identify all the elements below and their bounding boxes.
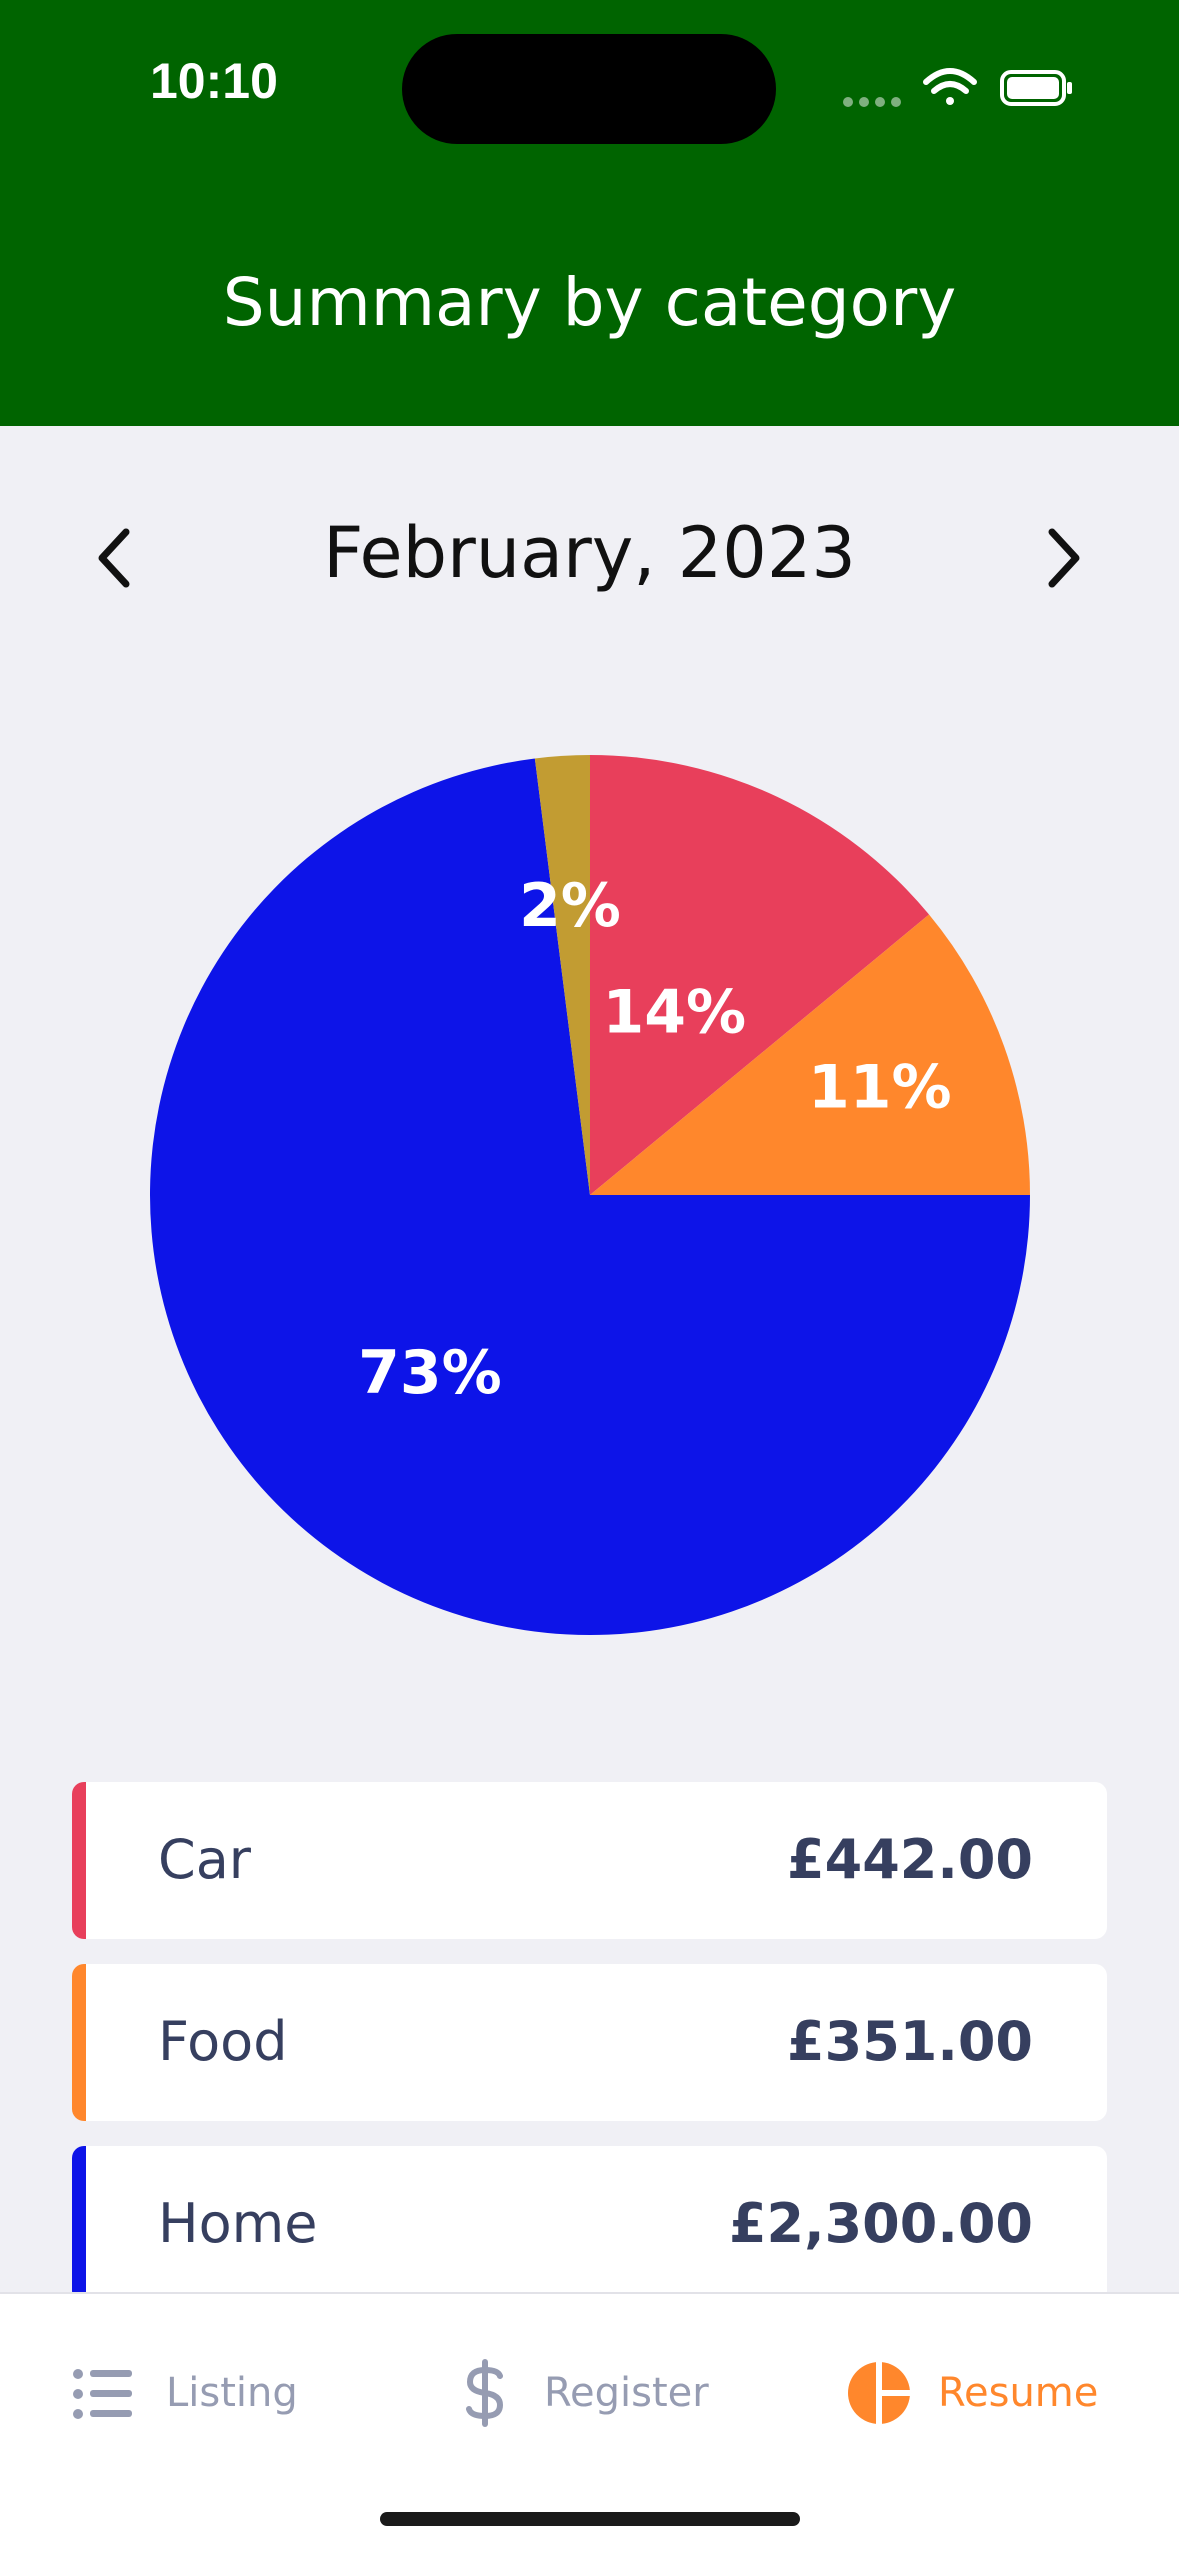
pie-chart-icon bbox=[848, 2362, 910, 2424]
category-card: Food £351.00 bbox=[72, 1964, 1107, 2121]
category-name: Home bbox=[158, 2192, 318, 2255]
category-list: Car £442.00 Food £351.00 Home £2,300.00 bbox=[72, 1782, 1107, 2328]
pie-slice-label: 2% bbox=[519, 871, 621, 941]
pie-slice-label: 11% bbox=[808, 1052, 952, 1122]
chevron-right-icon[interactable] bbox=[1022, 518, 1102, 598]
dynamic-island bbox=[402, 34, 776, 144]
tab-resume[interactable]: Resume bbox=[844, 2352, 1104, 2432]
dollar-icon bbox=[466, 2359, 504, 2427]
pie-slice bbox=[149, 758, 1030, 1635]
home-indicator bbox=[380, 2512, 800, 2526]
chevron-left-icon[interactable] bbox=[76, 518, 156, 598]
tab-resume-label: Resume bbox=[938, 2370, 1099, 2416]
category-pie-chart: 14% 11% 73% 2% bbox=[149, 755, 1030, 1635]
month-label: February, 2023 bbox=[323, 512, 856, 594]
month-selector: February, 2023 bbox=[0, 500, 1179, 610]
category-amount: £351.00 bbox=[787, 2010, 1033, 2073]
pie-slice bbox=[590, 755, 930, 1195]
tab-register-label: Register bbox=[544, 2370, 709, 2416]
pie-slice-label: 73% bbox=[358, 1338, 502, 1408]
category-name: Food bbox=[158, 2010, 288, 2073]
pie-slice bbox=[590, 914, 1030, 1195]
pie-slice bbox=[534, 755, 590, 1195]
status-time: 10:10 bbox=[150, 53, 278, 109]
signal-icon bbox=[843, 97, 901, 107]
category-amount: £442.00 bbox=[787, 1828, 1033, 1891]
tab-listing[interactable]: Listing bbox=[72, 2352, 332, 2432]
wifi-icon bbox=[923, 68, 977, 105]
pie-slice-label: 14% bbox=[602, 977, 746, 1047]
tab-listing-label: Listing bbox=[166, 2370, 298, 2416]
list-icon bbox=[73, 2369, 132, 2419]
battery-icon bbox=[1000, 70, 1072, 106]
category-card: Home £2,300.00 bbox=[72, 2146, 1107, 2303]
category-card: Car £442.00 bbox=[72, 1782, 1107, 1939]
page-title: Summary by category bbox=[222, 264, 957, 341]
app-header: 10:10 Summary by category bbox=[0, 0, 1179, 426]
category-name: Car bbox=[158, 1828, 251, 1891]
status-icons bbox=[843, 68, 1072, 107]
category-amount: £2,300.00 bbox=[728, 2192, 1033, 2255]
tab-register[interactable]: Register bbox=[452, 2352, 712, 2432]
